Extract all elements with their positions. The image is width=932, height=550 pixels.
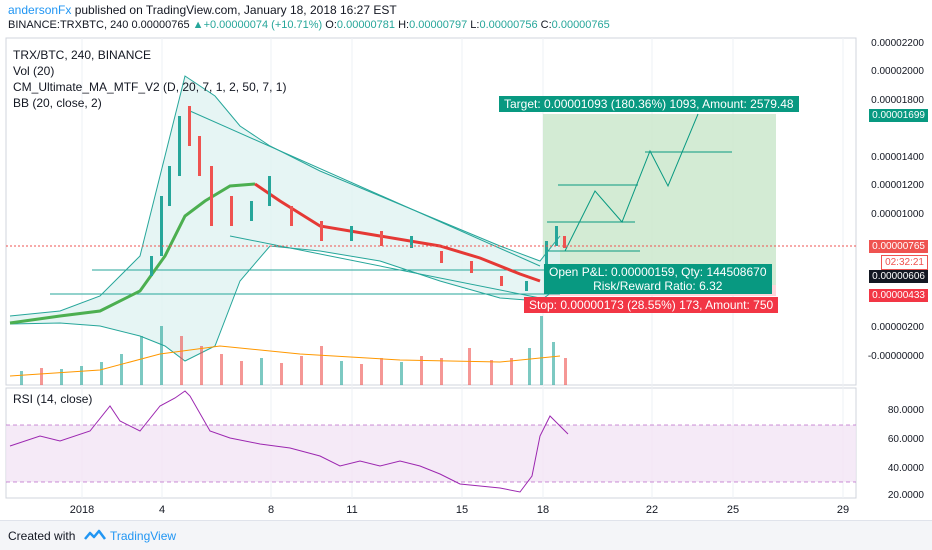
time-axis-label: 15 — [455, 504, 469, 516]
symbol-label: BINANCE:TRXBTC, 240 — [8, 19, 129, 31]
price-axis-label: 0.00001400 — [871, 152, 924, 163]
bb-band-fill — [10, 76, 560, 361]
rsi-axis-label: 80.0000 — [887, 405, 924, 416]
legend-bb[interactable]: BB (20, close, 2) — [13, 96, 102, 110]
last-price: 0.00000765 — [131, 19, 190, 31]
publish-line: andersonFx published on TradingView.com,… — [8, 3, 397, 17]
change-value: +0.00000074 (+10.71%) — [203, 19, 323, 31]
open-pl-label[interactable]: Open P&L: 0.00000159, Qty: 144508670 Ris… — [544, 264, 772, 294]
wedge-upper-line[interactable] — [189, 110, 541, 267]
author-link[interactable]: andersonFx — [8, 3, 72, 17]
bb-lower — [9, 245, 561, 362]
header: andersonFx published on TradingView.com,… — [0, 0, 932, 36]
low-value: 0.00000756 — [479, 19, 538, 31]
open-label: O: — [325, 19, 337, 31]
time-axis-label: 8 — [267, 504, 275, 516]
volume-bars — [20, 316, 567, 385]
time-axis-label: 2018 — [69, 504, 95, 516]
risk-reward-text: Risk/Reward Ratio: 6.32 — [593, 279, 723, 293]
profit-zone[interactable] — [543, 114, 776, 285]
ma-green — [9, 182, 256, 325]
candles[interactable] — [150, 106, 566, 291]
created-with-text: Created with — [8, 529, 76, 543]
legend-rsi[interactable]: RSI (14, close) — [13, 392, 93, 406]
legend-title[interactable]: TRX/BTC, 240, BINANCE — [13, 48, 152, 62]
time-axis-label: 11 — [346, 504, 358, 516]
wedge-lower-line[interactable] — [229, 235, 541, 299]
stop-label[interactable]: Stop: 0.00000173 (28.55%) 173, Amount: 7… — [524, 297, 779, 313]
current-price-tag: 0.00000765 — [869, 240, 928, 253]
time-axis-label: 18 — [536, 504, 550, 516]
close-label: C: — [540, 19, 552, 31]
rsi-line — [9, 390, 569, 493]
legend-vol[interactable]: Vol (20) — [13, 64, 55, 78]
price-axis-label: 0.00000200 — [871, 322, 924, 333]
stop-price-tag: 0.00000433 — [869, 289, 928, 302]
price-axis-label: -0.00000000 — [867, 351, 924, 362]
volume-ma — [9, 345, 561, 377]
legend-ma[interactable]: CM_Ultimate_MA_MTF_V2 (D, 20, 7, 1, 2, 5… — [13, 80, 287, 94]
rsi-axis-label: 60.0000 — [887, 434, 924, 445]
chart-canvas[interactable] — [0, 36, 932, 520]
price-axis-label: 0.00002200 — [871, 38, 924, 49]
rsi-axis-label: 20.0000 — [887, 490, 924, 501]
target-label[interactable]: Target: 0.00001093 (180.36%) 1093, Amoun… — [499, 96, 799, 112]
close-value: 0.00000765 — [551, 19, 610, 31]
price-axis-label: 0.00002000 — [871, 66, 924, 77]
projection-path[interactable] — [564, 113, 699, 252]
low-label: L: — [470, 19, 480, 31]
time-axis-label: 25 — [726, 504, 740, 516]
tradingview-logo-icon[interactable] — [84, 529, 106, 543]
footer: Created with TradingView — [0, 520, 932, 550]
up-arrow-icon: ▲ — [192, 19, 204, 31]
open-value: 0.00000781 — [336, 19, 396, 31]
price-axis-label: 0.00001800 — [871, 95, 924, 106]
tradingview-brand-link[interactable]: TradingView — [110, 529, 177, 543]
high-value: 0.00000797 — [409, 19, 468, 31]
price-axis-label: 0.00001000 — [871, 209, 924, 220]
high-label: H: — [398, 19, 410, 31]
published-text: published on TradingView.com, January 18… — [71, 3, 397, 17]
rsi-axis-label: 40.0000 — [887, 463, 924, 474]
open-pl-text: Open P&L: 0.00000159, Qty: 144508670 — [549, 265, 767, 279]
countdown-tag: 02:32:21 — [881, 255, 928, 270]
target-price-tag: 0.00001699 — [869, 109, 928, 122]
bb-upper — [9, 75, 561, 317]
rsi-band — [6, 425, 856, 482]
time-axis-label: 4 — [158, 504, 166, 516]
price-axis-label: 0.00001200 — [871, 180, 924, 191]
time-axis-label: 29 — [836, 504, 850, 516]
entry-price-tag: 0.00000606 — [869, 270, 928, 283]
time-axis-label: 22 — [645, 504, 659, 516]
ohlc-line: BINANCE:TRXBTC, 240 0.00000765 ▲+0.00000… — [8, 19, 610, 31]
